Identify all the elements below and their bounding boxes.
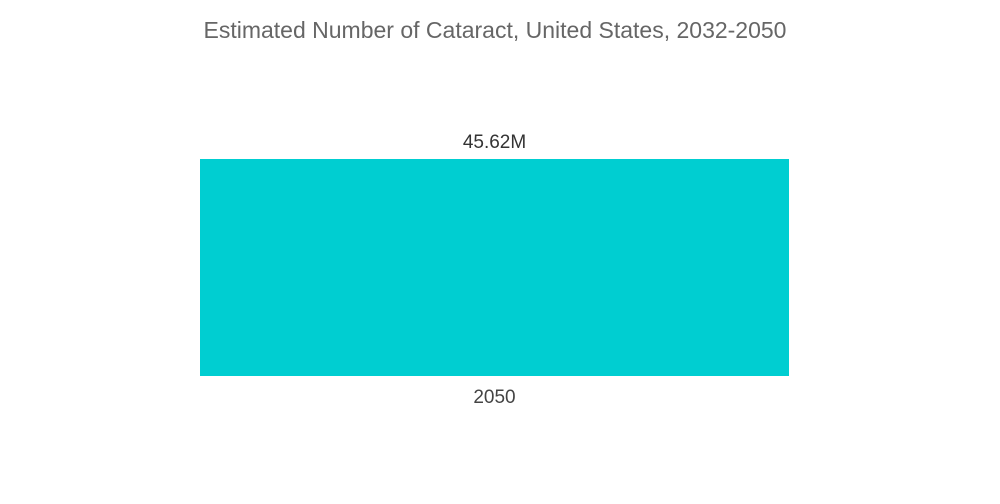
bars-layer [200,159,789,376]
x-tick-label-2050: 2050 [473,387,515,408]
x-axis-ticks: 2050 [473,387,515,408]
value-label-2050: 45.62M [463,132,526,153]
chart-title: Estimated Number of Cataract, United Sta… [204,17,787,43]
bar-2050 [200,159,789,376]
value-labels-layer: 45.62M [463,132,526,153]
